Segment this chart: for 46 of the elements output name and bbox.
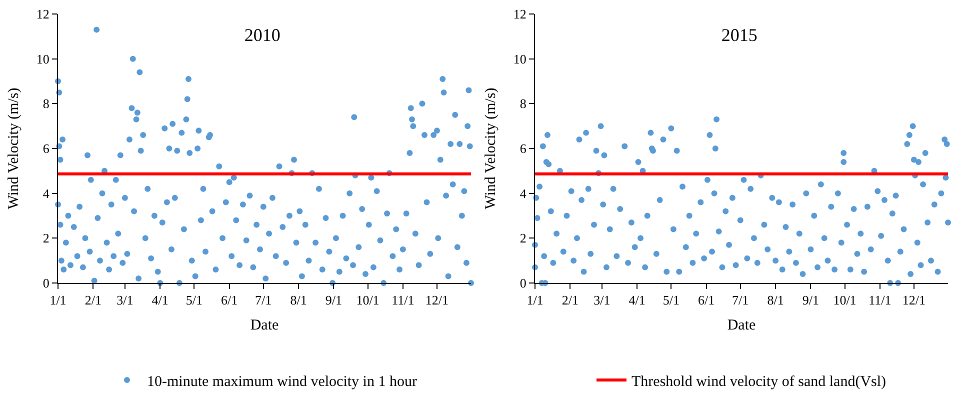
x-tick-label: 12/1 — [425, 292, 449, 308]
y-tick-label: 8 — [520, 96, 526, 112]
x-tick-label: 1/1 — [526, 292, 544, 308]
x-tick-label: 4/1 — [152, 292, 168, 308]
y-tick-label: 2 — [520, 230, 526, 246]
x-tick-label: 6/1 — [698, 292, 715, 308]
y-tick-label: 2 — [42, 230, 50, 246]
text: 2015 — [721, 24, 758, 45]
x-tick-label: 5/1 — [186, 292, 202, 308]
y-axis-title: Wind Velocity (m/s) — [6, 88, 22, 210]
y-tick-label: 12 — [36, 6, 50, 22]
x-tick-label: 8/1 — [767, 292, 784, 308]
x-tick-label: 4/1 — [628, 292, 646, 308]
x-tick-label: 7/1 — [732, 292, 749, 308]
x-tick-label: 11/1 — [392, 292, 414, 308]
x-tick-label: 12/1 — [902, 292, 926, 308]
x-tick-label: 3/1 — [594, 292, 610, 308]
y-tick-label: 10 — [513, 51, 526, 66]
x-tick-label: 1/1 — [50, 292, 66, 308]
y-tick-label: 4 — [520, 186, 527, 201]
x-tick-label: 9/1 — [802, 292, 820, 308]
x-tick-label: 2/1 — [84, 292, 102, 308]
y-tick-label: 4 — [42, 186, 50, 201]
y-tick-label: 0 — [520, 276, 526, 291]
x-tick-label: 10/1 — [833, 292, 856, 308]
y-tick-label: 0 — [42, 276, 50, 291]
y-tick-label: 12 — [513, 6, 526, 22]
y-tick-label: 6 — [520, 141, 527, 156]
x-tick-label: 9/1 — [325, 292, 342, 308]
text: 2010 — [244, 24, 280, 45]
x-tick-label: 5/1 — [662, 292, 680, 308]
x-tick-label: 7/1 — [255, 292, 272, 308]
y-tick-label: 10 — [36, 51, 50, 66]
x-tick-label: 8/1 — [290, 292, 307, 308]
legend-label: Threshold wind velocity of sand land(Vsl) — [632, 374, 886, 390]
legend-label: 10-minute maximum wind velocity in 1 hour — [147, 374, 417, 390]
x-tick-label: 6/1 — [221, 292, 238, 308]
x-axis-title: Date — [727, 318, 756, 334]
x-tick-label: 3/1 — [116, 292, 134, 308]
y-axis-title: Wind Velocity (m/s) — [483, 88, 499, 210]
x-tick-label: 2/1 — [562, 292, 578, 308]
y-tick-label: 8 — [42, 96, 50, 112]
y-tick-label: 6 — [42, 141, 50, 156]
x-tick-label: 10/1 — [356, 292, 380, 308]
x-axis-title: Date — [250, 318, 279, 334]
x-tick-label: 11/1 — [868, 292, 892, 308]
